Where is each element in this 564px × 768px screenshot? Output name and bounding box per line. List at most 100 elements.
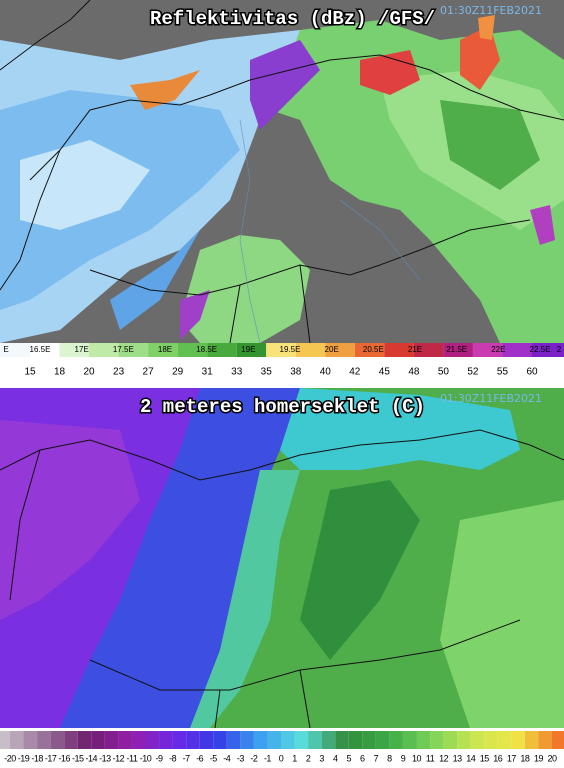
legend-label: -13: [99, 753, 111, 763]
legend-swatch: [91, 731, 105, 749]
temperature-legend: -20 -19 -18 -17 -16 -15 -14 -13 -12 -11 -10 -9 -8 -7-…: [0, 731, 564, 763]
echo-green-dark: [440, 100, 540, 190]
legend-swatch: [532, 343, 564, 357]
legend-swatch: [89, 343, 119, 357]
legend-swatch: [430, 731, 444, 749]
legend-swatch: [23, 731, 38, 749]
legend-label: -19: [18, 753, 30, 763]
reflectivity-legend: E 16.5E 17E 17.5E 18E 18.5E 19E 19.5E 20E 20.5E 21…: [0, 343, 564, 378]
legend-label: 19: [534, 753, 544, 763]
temp-teal: [190, 470, 300, 728]
longitude-label: 22.5E: [530, 345, 551, 354]
legend-swatch: [37, 731, 51, 749]
legend-label: 0: [279, 753, 284, 763]
legend-swatch: [457, 731, 471, 749]
legend-swatch: [413, 343, 444, 357]
legend-label: -7: [183, 753, 190, 763]
legend-swatch: [186, 731, 200, 749]
legend-swatch: [240, 731, 254, 749]
legend-label: -3: [237, 753, 244, 763]
legend-swatch: [236, 343, 267, 357]
legend-swatch: [281, 731, 295, 749]
legend-swatch: [375, 731, 390, 749]
echo-orange-west: [130, 70, 200, 110]
longitude-label: 18.5E: [196, 345, 217, 354]
legend-swatch: [511, 731, 525, 749]
legend-label: 13: [453, 753, 463, 763]
legend-swatch: [538, 731, 552, 749]
legend-label: 7: [374, 753, 379, 763]
map-title: 2 meteres homerseklet (C): [140, 396, 425, 418]
legend-label: 3: [319, 753, 324, 763]
echo-blue-dark: [110, 230, 200, 330]
legend-swatch: [118, 731, 132, 749]
legend-swatch: [294, 731, 309, 749]
legend-swatch: [443, 731, 458, 749]
echo-purple-south: [180, 290, 210, 340]
legend-swatch: [10, 731, 24, 749]
legend-label: 52: [467, 367, 479, 378]
legend-swatch: [172, 731, 187, 749]
legend-swatch: [118, 343, 149, 357]
temp-cyan: [280, 388, 520, 470]
longitude-label: 19.5E: [280, 345, 301, 354]
legend-swatch: [177, 343, 208, 357]
longitude-label: 20.5E: [363, 345, 384, 354]
legend-label: 17: [507, 753, 517, 763]
country-border: [0, 429, 564, 729]
legend-label: -1: [264, 753, 271, 763]
legend-swatch: [159, 731, 173, 749]
legend-label: 48: [408, 367, 420, 378]
legend-swatch: [472, 343, 503, 357]
longitude-label: 21.5E: [446, 345, 467, 354]
legend-swatch: [354, 343, 385, 357]
legend-label: -15: [72, 753, 84, 763]
longitude-label: 17.5E: [113, 345, 134, 354]
timestamp: 01:30Z11FEB2021: [440, 4, 542, 17]
map-title: Reflektivitas (dBz) /GFS/: [150, 8, 435, 30]
timestamp: 01:30Z11FEB2021: [440, 392, 542, 405]
longitude-label: 18E: [158, 345, 172, 354]
legend-swatch: [308, 731, 322, 749]
legend-swatch: [348, 731, 363, 749]
legend-label: 12: [439, 753, 449, 763]
legend-swatch: [267, 731, 281, 749]
legend-label: -9: [156, 753, 163, 763]
legend-label: 40: [320, 367, 332, 378]
legend-label: -20: [4, 753, 16, 763]
legend-swatch: [470, 731, 485, 749]
legend-label: -6: [196, 753, 203, 763]
legend-label: -11: [127, 753, 138, 763]
legend-label: 35: [261, 367, 273, 378]
legend-swatch: [497, 731, 512, 749]
legend-label: 20: [547, 753, 557, 763]
legend-swatch: [226, 731, 241, 749]
legend-swatch: [384, 343, 414, 357]
legend-swatch: [148, 343, 178, 357]
legend-swatch: [389, 731, 403, 749]
longitude-label: 17E: [75, 345, 89, 354]
legend-swatch: [213, 731, 227, 749]
legend-label: 50: [438, 367, 450, 378]
legend-label: 4: [333, 753, 338, 763]
legend-swatch: [0, 343, 30, 357]
legend-label: 23: [113, 367, 125, 378]
legend-label: 42: [349, 367, 361, 378]
legend-label: 15: [24, 367, 36, 378]
legend-swatch: [484, 731, 498, 749]
longitude-label: 22E: [491, 345, 505, 354]
legend-swatch: [199, 731, 214, 749]
legend-swatch: [362, 731, 376, 749]
temp-violet: [0, 420, 140, 620]
legend-swatch: [335, 731, 349, 749]
legend-swatch: [416, 731, 431, 749]
longitude-label: 2: [557, 345, 562, 354]
echo-purple: [250, 40, 320, 130]
legend-label: 5: [346, 753, 351, 763]
legend-label: -18: [31, 753, 43, 763]
legend-label: 15: [480, 753, 490, 763]
longitude-label: 20E: [325, 345, 339, 354]
legend-swatch: [145, 731, 160, 749]
temp-dark-green: [300, 480, 420, 660]
legend-swatch: [266, 343, 296, 357]
